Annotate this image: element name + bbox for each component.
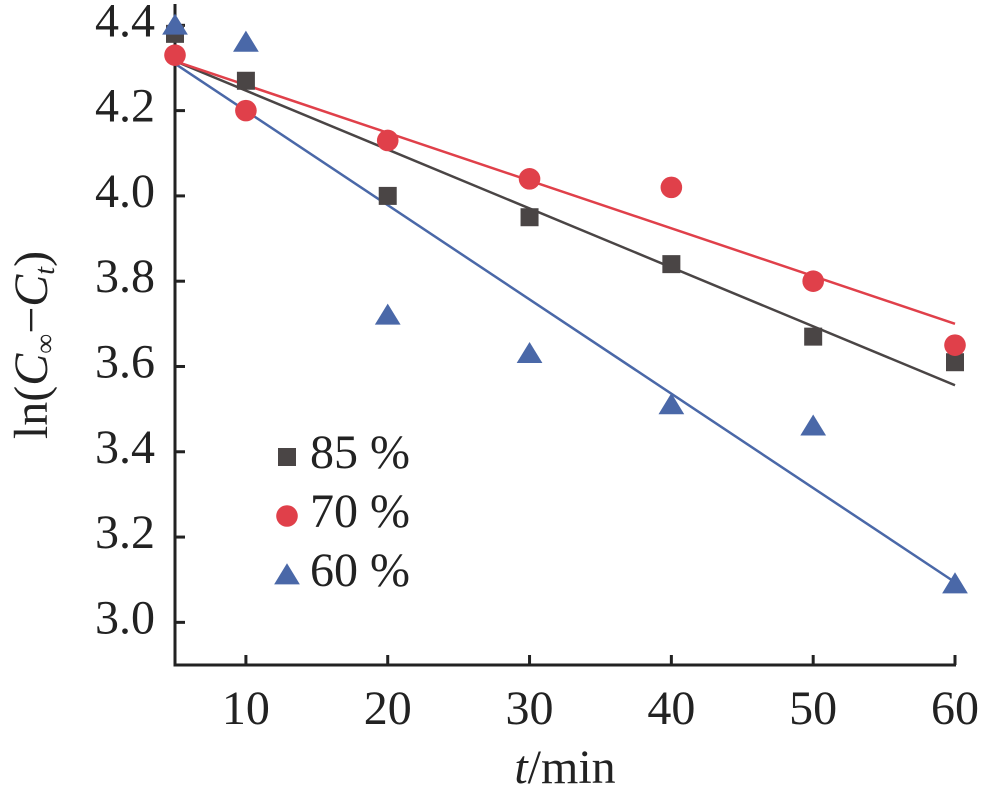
y-label-part: ∞: [30, 334, 61, 354]
y-label-part: ): [5, 251, 58, 267]
y-label-part: −: [5, 307, 58, 334]
marker: [946, 353, 964, 372]
marker: [520, 208, 539, 227]
marker: [233, 30, 259, 52]
x-tick-label: 60: [931, 682, 979, 735]
fit-line: [174, 59, 956, 326]
marker: [660, 176, 683, 199]
marker: [378, 186, 397, 205]
marker: [236, 71, 255, 90]
marker: [164, 44, 186, 66]
x-tick-label: 30: [506, 682, 554, 735]
y-tick-label: 3.4: [95, 421, 155, 474]
marker: [162, 13, 188, 35]
y-label-part: t: [30, 266, 61, 275]
marker: [804, 327, 823, 346]
y-tick-label: 4.0: [95, 165, 155, 218]
x-tick-label: 40: [647, 682, 695, 735]
y-tick-label: 3.8: [95, 250, 155, 303]
fit-line: [174, 62, 956, 584]
marker: [662, 255, 681, 274]
y-tick-label: 3.6: [95, 335, 155, 388]
x-tick-label: 50: [789, 682, 837, 735]
x-label-part: t: [514, 741, 529, 792]
legend-marker: [278, 448, 296, 466]
x-axis-label: t/min: [514, 741, 615, 792]
y-tick-label: 4.4: [95, 0, 155, 47]
marker: [944, 334, 966, 356]
legend-label: 70 %: [310, 485, 410, 538]
y-tick-label: 4.2: [95, 80, 155, 133]
marker: [800, 414, 827, 436]
marker: [516, 341, 543, 364]
marker: [518, 168, 541, 190]
legend-marker: [274, 563, 300, 585]
y-label-part: C: [5, 274, 58, 307]
marker: [376, 129, 399, 152]
x-tick-label: 10: [222, 682, 270, 735]
legend-marker: [276, 505, 298, 527]
legend-label: 85 %: [310, 426, 410, 479]
y-label-part: C: [5, 353, 58, 386]
x-label-part: /min: [528, 741, 616, 792]
legend-label: 60 %: [310, 544, 410, 597]
marker: [942, 572, 968, 594]
marker: [235, 99, 257, 122]
y-axis-label: ln(C∞−Ct): [5, 251, 61, 439]
y-label-part: ln(: [5, 386, 58, 439]
marker: [374, 303, 401, 325]
x-tick-label: 20: [364, 682, 412, 735]
fit-line: [174, 59, 956, 387]
marker: [658, 393, 685, 415]
y-tick-label: 3.0: [95, 591, 155, 644]
y-tick-label: 3.2: [95, 506, 155, 559]
marker: [802, 270, 824, 292]
